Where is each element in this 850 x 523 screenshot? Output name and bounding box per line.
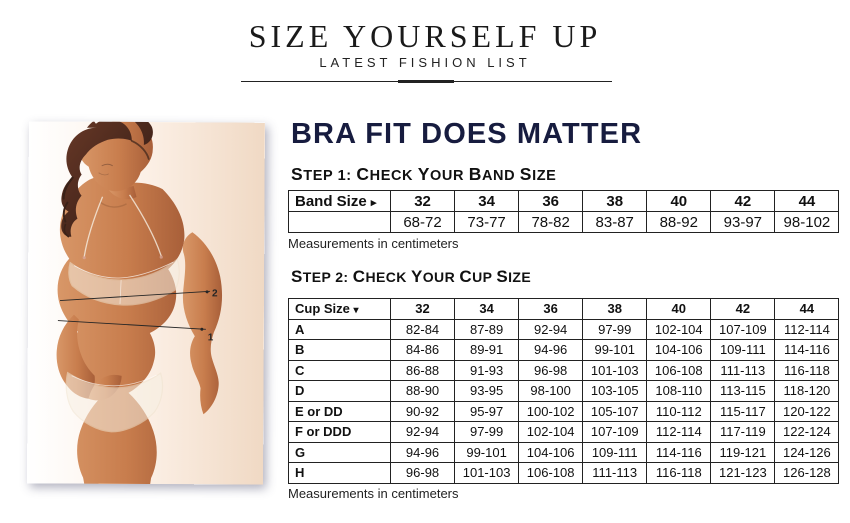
svg-text:2: 2 — [212, 288, 218, 299]
svg-text:1: 1 — [208, 332, 214, 343]
